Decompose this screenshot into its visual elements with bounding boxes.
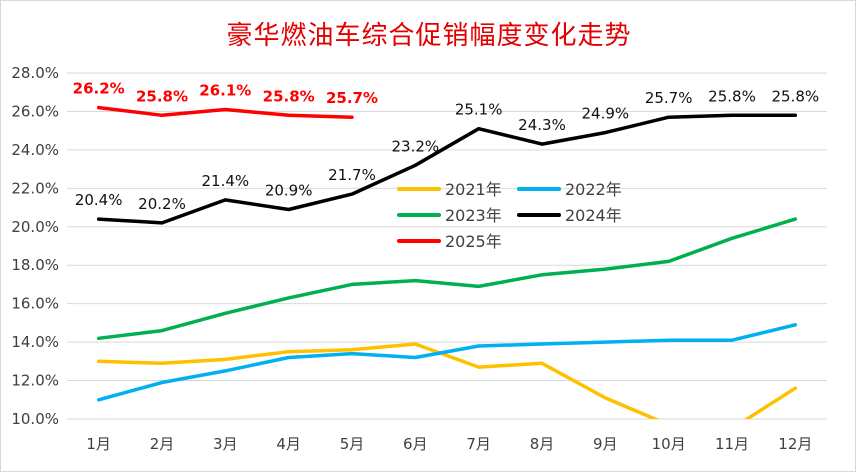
x-tick-label: 8月 — [530, 435, 555, 453]
series-line-2025年 — [96, 105, 354, 119]
x-tick-label: 2月 — [150, 435, 175, 453]
data-label: 25.1% — [455, 101, 503, 119]
x-tick-label: 10月 — [652, 435, 686, 453]
x-tick-label: 7月 — [466, 435, 491, 453]
data-label: 25.7% — [645, 89, 693, 107]
y-tick-label: 22.0% — [11, 179, 59, 197]
data-label: 25.8% — [708, 87, 756, 105]
series-line-2022年 — [96, 323, 798, 402]
y-tick-label: 12.0% — [11, 372, 59, 390]
data-label: 23.2% — [392, 137, 440, 155]
data-label: 25.8% — [263, 87, 315, 105]
series-line-2023年 — [96, 217, 798, 341]
x-tick-label: 1月 — [86, 435, 111, 453]
x-tick-label: 3月 — [213, 435, 238, 453]
y-tick-label: 18.0% — [11, 256, 59, 274]
data-label: 25.8% — [772, 87, 820, 105]
data-label: 24.9% — [582, 105, 630, 123]
x-tick-label: 12月 — [778, 435, 812, 453]
y-tick-label: 26.0% — [11, 102, 59, 120]
series-line-2024年 — [96, 113, 798, 225]
x-tick-label: 4月 — [276, 435, 301, 453]
x-tick-label: 9月 — [593, 435, 618, 453]
x-tick-label: 6月 — [403, 435, 428, 453]
data-label: 20.9% — [265, 181, 313, 199]
data-label: 20.2% — [138, 195, 186, 213]
data-label: 26.1% — [199, 82, 251, 100]
x-tick-label: 11月 — [715, 435, 749, 453]
series-lines — [96, 105, 798, 419]
data-label: 26.2% — [73, 80, 125, 98]
y-tick-label: 14.0% — [11, 333, 59, 351]
data-label: 21.7% — [328, 166, 376, 184]
legend-entry: 2022年 — [565, 180, 622, 199]
legend-entry: 2021年 — [445, 180, 502, 199]
legend-entry: 2024年 — [565, 206, 622, 225]
data-label: 25.7% — [326, 89, 378, 107]
series-line-2021年 — [96, 342, 798, 419]
y-tick-label: 10.0% — [11, 410, 59, 428]
data-label: 21.4% — [202, 172, 250, 190]
y-tick-label: 24.0% — [11, 141, 59, 159]
data-label: 20.4% — [75, 191, 123, 209]
y-tick-label: 28.0% — [11, 64, 59, 82]
legend-entry: 2025年 — [445, 232, 502, 251]
legend-entry: 2023年 — [445, 206, 502, 225]
chart-title: 豪华燃油车综合促销幅度变化走势 — [226, 21, 632, 51]
y-tick-label: 20.0% — [11, 218, 59, 236]
data-label: 24.3% — [518, 116, 566, 134]
x-tick-label: 5月 — [340, 435, 365, 453]
y-tick-label: 16.0% — [11, 295, 59, 313]
data-label: 25.8% — [136, 87, 188, 105]
